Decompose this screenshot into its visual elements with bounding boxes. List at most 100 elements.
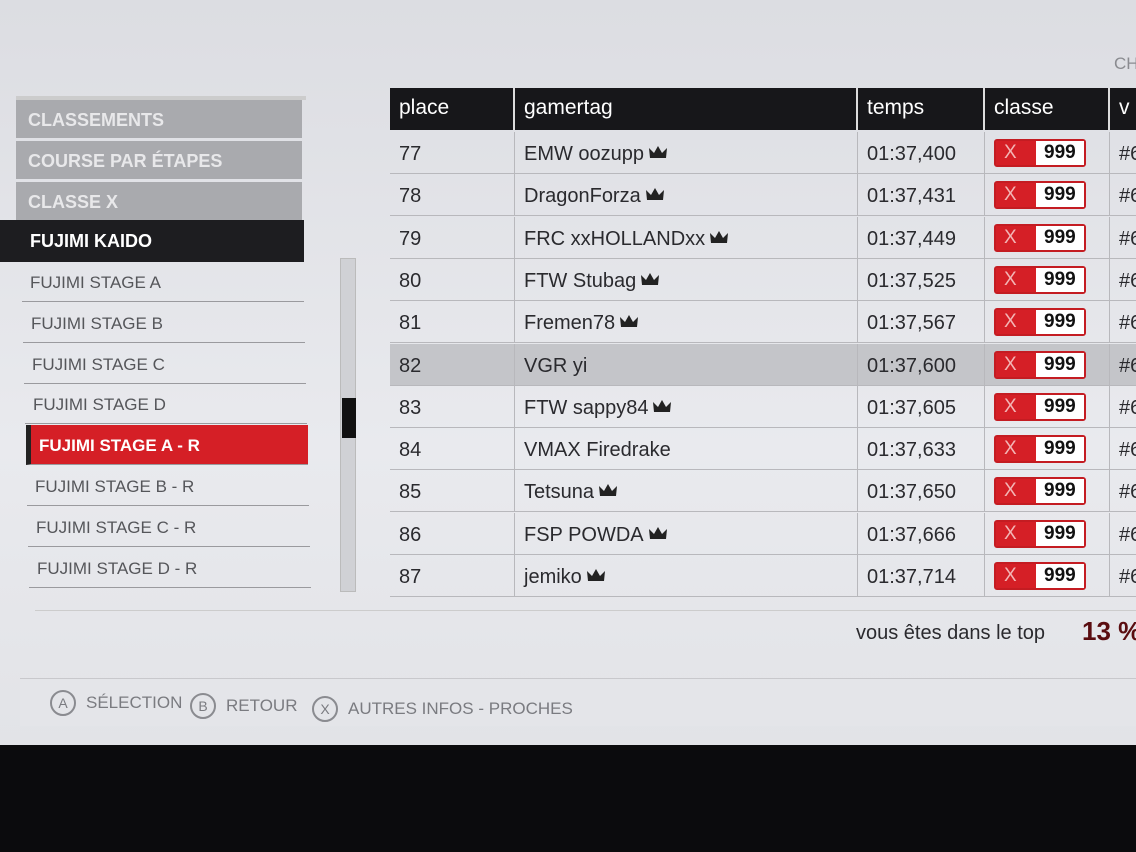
- crown-icon: [653, 399, 672, 412]
- class-letter: X: [996, 352, 1036, 377]
- table-cell[interactable]: #6: [1110, 428, 1136, 471]
- table-cell[interactable]: 85: [390, 470, 515, 513]
- table-cell[interactable]: 01:37,714: [858, 555, 985, 597]
- menu-category[interactable]: CLASSEMENTS: [16, 100, 302, 138]
- cell-text: 84: [399, 439, 422, 462]
- footer-button[interactable]: B RETOUR: [190, 693, 297, 719]
- crown-icon: [710, 230, 729, 243]
- menu-category[interactable]: CLASSE X: [16, 182, 302, 220]
- table-cell[interactable]: X 999: [985, 132, 1110, 174]
- button-label: SÉLECTION: [86, 693, 183, 712]
- table-cell[interactable]: 78: [390, 174, 515, 217]
- table-cell[interactable]: X 999: [985, 470, 1110, 513]
- table-cell[interactable]: Fremen78: [515, 301, 858, 344]
- column-header: gamertag: [515, 88, 858, 130]
- table-cell[interactable]: 86: [390, 512, 515, 555]
- table-cell[interactable]: FTW sappy84: [515, 385, 858, 428]
- table-cell[interactable]: 01:37,525: [858, 258, 985, 301]
- menu-item[interactable]: FUJIMI STAGE D - R: [29, 548, 311, 588]
- table-cell[interactable]: 01:37,633: [858, 428, 985, 471]
- cell-text: 01:37,650: [867, 481, 956, 504]
- table-cell[interactable]: X 999: [985, 258, 1110, 301]
- table-cell[interactable]: #66: [1110, 513, 1136, 555]
- cell-text: #6: [1119, 439, 1136, 462]
- menu-current[interactable]: FUJIMI KAIDO: [0, 220, 304, 262]
- class-letter: X: [996, 564, 1036, 588]
- column-header: v: [1110, 88, 1136, 130]
- table-cell[interactable]: #6: [1110, 217, 1136, 259]
- table-cell[interactable]: #6: [1110, 132, 1136, 174]
- table-cell[interactable]: 01:37,650: [858, 470, 985, 513]
- class-badge: X 999: [994, 477, 1086, 506]
- table-cell[interactable]: 01:37,431: [858, 174, 985, 217]
- menu-category[interactable]: COURSE PAR ÉTAPES: [16, 141, 302, 179]
- menu-item[interactable]: FUJIMI STAGE C: [24, 344, 306, 384]
- menu-item[interactable]: FUJIMI STAGE A: [22, 262, 304, 302]
- button-label: RETOUR: [226, 696, 298, 715]
- table-cell[interactable]: 01:37,666: [858, 512, 985, 555]
- table-cell[interactable]: FSP POWDA: [515, 512, 858, 555]
- class-rating: 999: [1036, 437, 1084, 462]
- table-cell[interactable]: #6: [1110, 301, 1136, 344]
- cell-text: VMAX Firedrake: [524, 439, 671, 462]
- column-header: temps: [858, 88, 985, 130]
- table-cell[interactable]: EMW oozupp: [515, 132, 858, 174]
- table-cell[interactable]: #6: [1110, 259, 1136, 301]
- table-cell[interactable]: X 999: [985, 428, 1110, 471]
- table-cell[interactable]: X 999: [985, 301, 1110, 344]
- table-cell[interactable]: VGR yi: [515, 343, 858, 386]
- class-rating: 999: [1036, 564, 1084, 588]
- button-label: AUTRES INFOS - PROCHES: [348, 699, 573, 718]
- table-cell[interactable]: 79: [390, 216, 515, 259]
- table-cell[interactable]: 87: [390, 555, 515, 597]
- class-badge: X 999: [994, 392, 1086, 421]
- table-cell[interactable]: X 999: [985, 174, 1110, 217]
- table-cell[interactable]: 01:37,605: [858, 385, 985, 428]
- table-cell[interactable]: 82: [390, 343, 515, 386]
- class-letter: X: [996, 267, 1036, 292]
- scroll-thumb: [342, 398, 356, 438]
- cell-text: EMW oozupp: [524, 143, 645, 165]
- table-cell[interactable]: #6: [1110, 343, 1136, 386]
- table-cell[interactable]: X 999: [985, 343, 1110, 386]
- table-cell[interactable]: DragonForza: [515, 174, 858, 217]
- class-rating: 999: [1036, 479, 1084, 504]
- menu-item[interactable]: FUJIMI STAGE B - R: [27, 466, 309, 506]
- class-letter: X: [996, 310, 1036, 335]
- table-cell[interactable]: 80: [390, 258, 515, 301]
- table-cell[interactable]: 83: [390, 385, 515, 428]
- class-letter: X: [996, 141, 1036, 165]
- table-cell[interactable]: X 999: [985, 385, 1110, 428]
- cell-text: #66: [1119, 523, 1136, 546]
- table-cell[interactable]: X 999: [985, 216, 1110, 259]
- table-cell[interactable]: 77: [390, 132, 515, 174]
- table-cell[interactable]: #66: [1110, 555, 1136, 597]
- table-cell[interactable]: 01:37,600: [858, 343, 985, 386]
- footer-button[interactable]: X AUTRES INFOS - PROCHES: [312, 696, 573, 722]
- table-cell[interactable]: FRC xxHOLLANDxx: [515, 216, 858, 259]
- class-badge: X 999: [994, 265, 1086, 294]
- table-cell[interactable]: 01:37,567: [858, 301, 985, 344]
- table-cell[interactable]: #6: [1110, 174, 1136, 217]
- table-cell[interactable]: 01:37,449: [858, 216, 985, 259]
- table-cell[interactable]: #6: [1110, 386, 1136, 428]
- menu-item[interactable]: FUJIMI STAGE C - R: [28, 507, 310, 547]
- table-cell[interactable]: 84: [390, 428, 515, 471]
- cell-text: #6: [1119, 354, 1136, 377]
- class-rating: 999: [1036, 267, 1084, 292]
- table-cell[interactable]: 81: [390, 301, 515, 344]
- table-cell[interactable]: X 999: [985, 555, 1110, 597]
- menu-item[interactable]: FUJIMI STAGE B: [23, 303, 305, 343]
- class-letter: X: [996, 225, 1036, 250]
- table-cell[interactable]: FTW Stubag: [515, 258, 858, 301]
- table-cell[interactable]: #66: [1110, 470, 1136, 513]
- menu-item-selected[interactable]: FUJIMI STAGE A - R: [26, 425, 308, 466]
- table-cell[interactable]: VMAX Firedrake: [515, 428, 858, 471]
- table-cell[interactable]: X 999: [985, 512, 1110, 555]
- table-cell[interactable]: 01:37,400: [858, 132, 985, 174]
- menu-item[interactable]: FUJIMI STAGE D: [25, 384, 307, 425]
- footer-button[interactable]: A SÉLECTION: [50, 690, 182, 716]
- table-cell[interactable]: Tetsuna: [515, 470, 858, 513]
- table-cell[interactable]: jemiko: [515, 555, 858, 597]
